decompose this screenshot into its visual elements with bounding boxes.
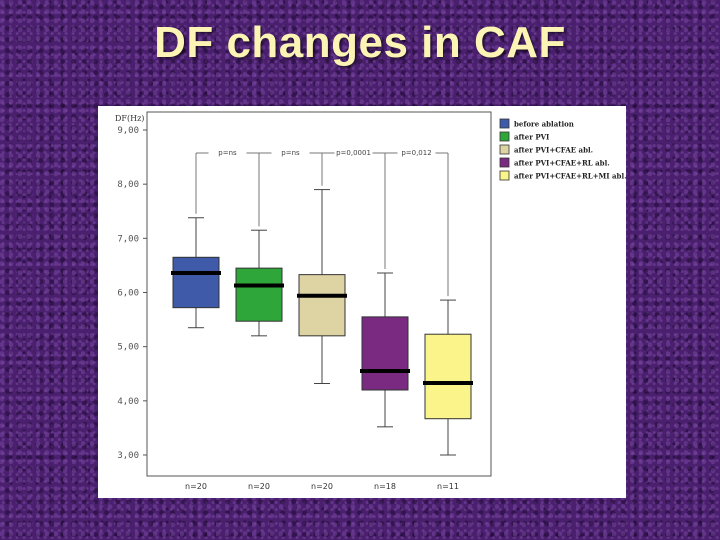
box bbox=[235, 267, 283, 322]
legend-label: after PVI+CFAE+RL abl. bbox=[514, 159, 610, 168]
slide-title: DF changes in CAF bbox=[154, 18, 566, 67]
legend-swatch bbox=[499, 144, 510, 155]
pvalue-label: p=0,0001 bbox=[336, 149, 371, 157]
pvalue-label: p=ns bbox=[218, 149, 237, 157]
n-label: n=20 bbox=[185, 482, 207, 491]
n-label: n=20 bbox=[248, 482, 270, 491]
n-label: n=20 bbox=[311, 482, 333, 491]
y-ticks: 3,00 4,00 5,00 6,00 7,00 8,00 9,00 bbox=[117, 126, 147, 461]
y-tick-label: 9,00 bbox=[117, 126, 139, 136]
sample-size-labels: n=20 n=20 n=20 n=18 n=11 bbox=[185, 482, 459, 491]
y-tick-label: 7,00 bbox=[117, 234, 139, 244]
y-tick-label: 6,00 bbox=[117, 289, 139, 299]
comparison-brackets: p=ns p=ns p=0,0001 p=0,012 bbox=[195, 147, 449, 297]
pvalue-bg bbox=[208, 147, 247, 157]
legend-swatch bbox=[499, 170, 510, 181]
y-tick-label: 4,00 bbox=[117, 397, 139, 407]
box bbox=[172, 256, 220, 309]
boxes bbox=[171, 189, 473, 456]
y-tick-label: 3,00 bbox=[117, 451, 139, 461]
n-label: n=11 bbox=[437, 482, 459, 491]
chart-panel: DF(Hz) 3,00 4,00 5,00 6,00 7,00 8,00 9,00 p=ns… bbox=[98, 106, 626, 498]
boxplot-chart: DF(Hz) 3,00 4,00 5,00 6,00 7,00 8,00 9,00 p=ns… bbox=[115, 111, 626, 491]
legend-label: after PVI+CFAE abl. bbox=[514, 146, 593, 155]
plot-frame bbox=[146, 111, 492, 477]
legend-swatch bbox=[499, 118, 510, 129]
box bbox=[298, 274, 346, 337]
pvalue-label: p=0,012 bbox=[401, 149, 431, 157]
legend-swatch bbox=[499, 157, 510, 168]
pvalue-bg bbox=[271, 147, 310, 157]
box bbox=[361, 316, 409, 391]
legend-swatch bbox=[499, 131, 510, 142]
y-tick-label: 8,00 bbox=[117, 180, 139, 190]
legend: before ablation after PVI after PVI+CFAE a… bbox=[499, 118, 626, 181]
legend-label: after PVI bbox=[514, 133, 549, 142]
legend-label: after PVI+CFAE+RL+MI abl. bbox=[514, 172, 626, 181]
y-tick-label: 5,00 bbox=[117, 343, 139, 353]
box bbox=[424, 333, 472, 420]
legend-label: before ablation bbox=[514, 120, 574, 129]
pvalue-label: p=ns bbox=[281, 149, 300, 157]
n-label: n=18 bbox=[374, 482, 396, 491]
pvalue-bg bbox=[334, 147, 373, 157]
pvalue-bg bbox=[397, 147, 436, 157]
y-axis-title: DF(Hz) bbox=[115, 114, 144, 123]
